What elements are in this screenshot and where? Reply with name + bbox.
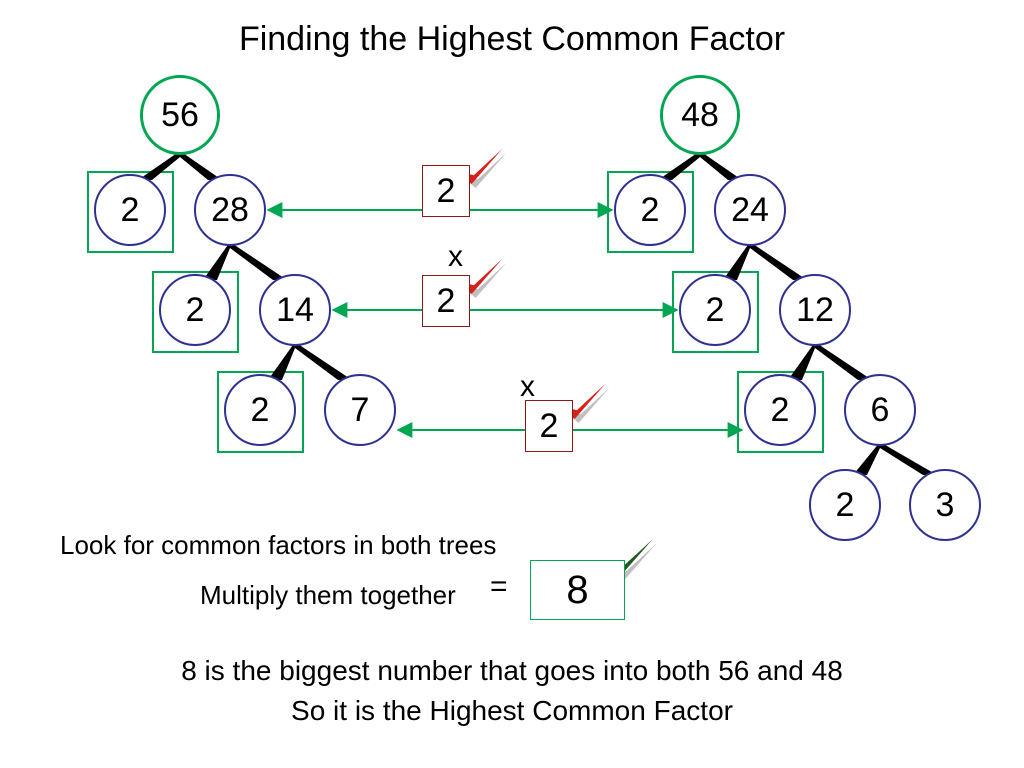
common-factor-box: 2 bbox=[525, 400, 573, 452]
factor-node-left-root: 56 bbox=[140, 75, 220, 155]
answer-box: 8 bbox=[530, 560, 625, 620]
common-factor-box: 2 bbox=[422, 275, 470, 327]
factor-node-right-l2a: 2 bbox=[679, 274, 751, 346]
conclusion-line-1: 8 is the biggest number that goes into b… bbox=[0, 655, 1024, 687]
factor-node-right-l2b: 12 bbox=[779, 274, 851, 346]
equals-symbol: = bbox=[490, 570, 508, 604]
factor-node-left-l2a: 2 bbox=[159, 274, 231, 346]
common-factor-box: 2 bbox=[422, 165, 470, 217]
factor-node-right-l4a: 2 bbox=[809, 469, 881, 541]
factor-node-left-l1a: 2 bbox=[94, 174, 166, 246]
instruction-line-1: Look for common factors in both trees bbox=[60, 530, 496, 561]
factor-node-right-root: 48 bbox=[660, 75, 740, 155]
diagram-stage: { "title": { "text": "Finding the Highes… bbox=[0, 0, 1024, 768]
factor-node-left-l2b: 14 bbox=[259, 274, 331, 346]
instruction-line-2: Multiply them together bbox=[200, 580, 456, 611]
multiply-symbol: x bbox=[448, 240, 463, 274]
conclusion-line-2: So it is the Highest Common Factor bbox=[0, 695, 1024, 727]
factor-node-left-l3a: 2 bbox=[224, 374, 296, 446]
factor-node-right-l1b: 24 bbox=[714, 174, 786, 246]
factor-node-right-l1a: 2 bbox=[614, 174, 686, 246]
page-title: Finding the Highest Common Factor bbox=[0, 20, 1024, 59]
factor-node-left-l1b: 28 bbox=[194, 174, 266, 246]
factor-node-right-l4b: 3 bbox=[909, 469, 981, 541]
factor-node-right-l3a: 2 bbox=[744, 374, 816, 446]
factor-node-right-l3b: 6 bbox=[844, 374, 916, 446]
factor-node-left-l3b: 7 bbox=[324, 374, 396, 446]
multiply-symbol: x bbox=[520, 370, 535, 404]
